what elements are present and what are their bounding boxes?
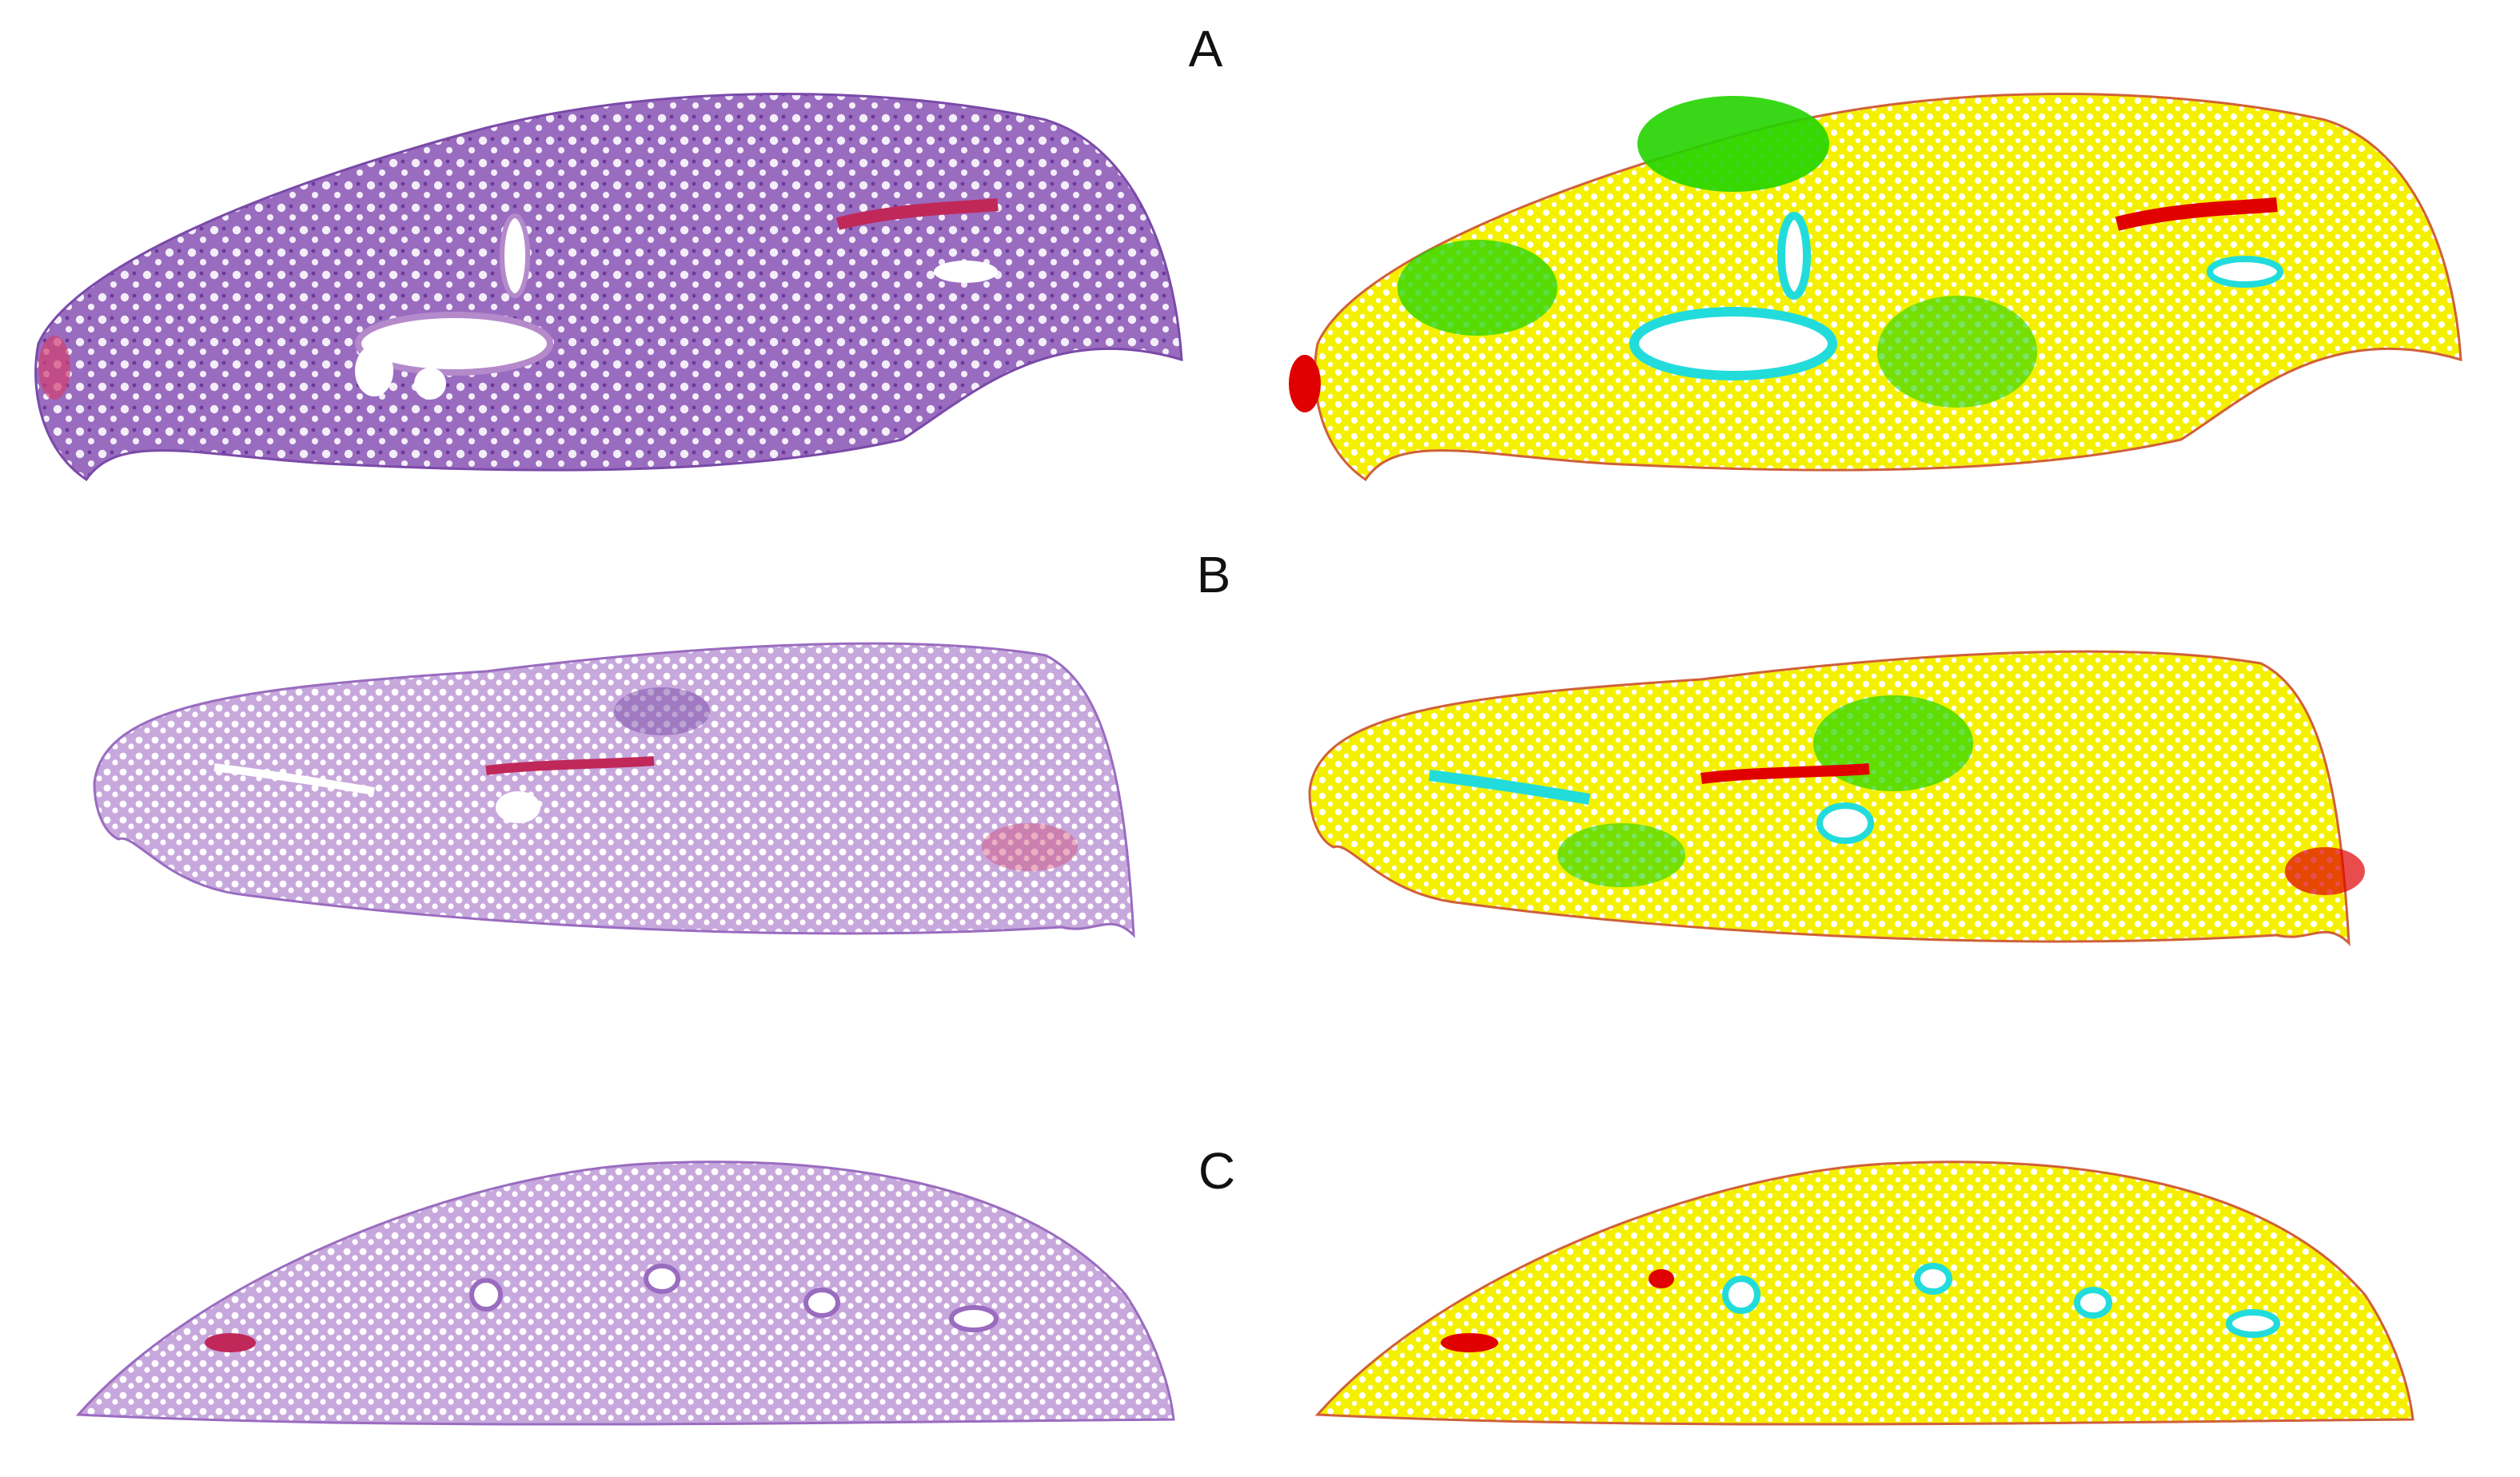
panel-label: A <box>1189 20 1223 78</box>
seg-section-c <box>1316 1160 2414 1426</box>
he-section-b <box>93 642 1135 937</box>
he-section-c <box>77 1160 1175 1426</box>
seg-section-a <box>1289 93 2462 481</box>
he-section-a <box>34 93 1183 481</box>
panel-label: C <box>1198 1142 1235 1200</box>
panel-label: B <box>1197 546 1231 603</box>
seg-section-b <box>1308 650 2365 945</box>
